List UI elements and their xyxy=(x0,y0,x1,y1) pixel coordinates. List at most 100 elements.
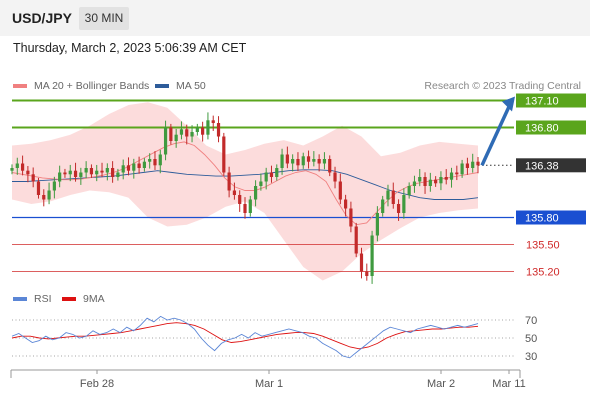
candle-body xyxy=(391,190,395,204)
candle-body xyxy=(291,159,295,164)
candle-body xyxy=(349,208,353,227)
candle-body xyxy=(238,195,242,204)
candle-body xyxy=(465,163,470,168)
candle-body xyxy=(232,190,237,195)
ma20-line xyxy=(11,141,479,226)
candle-body xyxy=(185,129,189,137)
candle-body xyxy=(73,170,78,177)
ma50-swatch xyxy=(155,84,169,88)
candle-body xyxy=(227,172,231,191)
legend-ma50: MA 50 xyxy=(155,80,206,92)
candle-body xyxy=(312,159,316,162)
candle-body xyxy=(163,127,168,155)
candle-body xyxy=(248,199,252,213)
candle-body xyxy=(460,163,464,175)
candle-body xyxy=(322,159,327,164)
candle-body xyxy=(285,154,289,164)
candle-body xyxy=(412,181,417,186)
candle-body xyxy=(381,199,385,213)
candle-body xyxy=(396,204,401,213)
candle-body xyxy=(58,172,62,182)
legend-9ma: 9MA xyxy=(62,293,105,305)
legend-ma20: MA 20 + Bollinger Bands xyxy=(13,80,149,92)
candle-body xyxy=(344,199,348,209)
candle-body xyxy=(444,177,448,180)
candle-body xyxy=(434,179,438,184)
candle-body xyxy=(42,195,46,200)
candle-body xyxy=(142,161,146,168)
candle-body xyxy=(95,170,99,175)
candle-body xyxy=(476,161,480,166)
candle-body xyxy=(211,120,215,123)
candle-body xyxy=(216,123,221,137)
level-tag-pivot xyxy=(516,210,586,225)
ma9-legend-label: 9MA xyxy=(83,293,105,305)
candle-body xyxy=(439,177,443,184)
rsi-level-label: 70 xyxy=(525,315,537,327)
x-tick-label: Mar 1 xyxy=(255,378,283,390)
bollinger-band xyxy=(12,102,478,281)
rsi-line xyxy=(11,315,479,359)
candle-body xyxy=(359,253,364,272)
rsi-ma-line xyxy=(11,322,479,350)
instrument-symbol: USD/JPY xyxy=(12,10,72,26)
level-tag-target xyxy=(516,93,586,108)
candle-body xyxy=(365,271,369,276)
candle-body xyxy=(222,136,226,173)
candle-body xyxy=(243,204,247,213)
level-label-current: 136.38 xyxy=(525,160,559,172)
ma20-legend-label: MA 20 + Bollinger Bands xyxy=(34,80,150,92)
candle-body xyxy=(195,127,199,132)
level-tag-current xyxy=(516,158,586,173)
candle-body xyxy=(354,226,358,254)
timeframe-badge[interactable]: 30 MIN xyxy=(79,7,129,30)
projection-arrow-head xyxy=(502,96,515,112)
candle-body xyxy=(148,159,152,162)
candle-body xyxy=(280,154,284,168)
level-label-pivot: 135.80 xyxy=(525,213,559,225)
legend-rsi: RSI xyxy=(13,293,52,305)
projection-arrow-shaft xyxy=(480,103,512,167)
candle-body xyxy=(26,170,30,175)
rsi-level-label: 50 xyxy=(525,333,537,345)
candle-body xyxy=(301,156,305,166)
candle-body xyxy=(158,154,162,166)
candle-body xyxy=(375,213,379,236)
candle-body xyxy=(31,174,35,182)
candle-body xyxy=(296,159,300,166)
candle-body xyxy=(52,181,56,191)
candle-body xyxy=(20,163,25,171)
x-tick-label: Mar 2 xyxy=(427,378,455,390)
candle-body xyxy=(179,129,184,135)
candle-body xyxy=(121,165,125,173)
candle-body xyxy=(47,190,51,200)
level-label-target: 136.80 xyxy=(525,123,559,135)
candle-body xyxy=(253,186,258,200)
level-label-target: 137.10 xyxy=(525,96,559,108)
candle-body xyxy=(423,177,427,186)
candle-body xyxy=(10,168,14,171)
candle-body xyxy=(68,170,72,175)
candle-body xyxy=(428,179,432,186)
candle-body xyxy=(370,235,374,276)
candle-body xyxy=(206,120,210,135)
candle-body xyxy=(328,159,332,173)
candle-body xyxy=(153,159,157,166)
ma20-swatch xyxy=(13,84,27,88)
candle-body xyxy=(449,172,454,180)
candle-body xyxy=(126,165,131,171)
candle-body xyxy=(259,181,263,186)
candle-body xyxy=(105,168,109,173)
x-tick-label: Feb 28 xyxy=(80,378,114,390)
candle-body xyxy=(89,168,94,175)
ma50-legend-label: MA 50 xyxy=(176,80,206,92)
candle-body xyxy=(100,170,104,173)
copyright-text: Research © 2023 Trading Central xyxy=(424,80,581,92)
candle-body xyxy=(386,190,390,200)
rsi-legend-label: RSI xyxy=(34,293,52,305)
candle-body xyxy=(36,181,41,195)
candle-body xyxy=(15,163,19,168)
candle-body xyxy=(169,127,173,141)
candle-body xyxy=(418,177,422,182)
